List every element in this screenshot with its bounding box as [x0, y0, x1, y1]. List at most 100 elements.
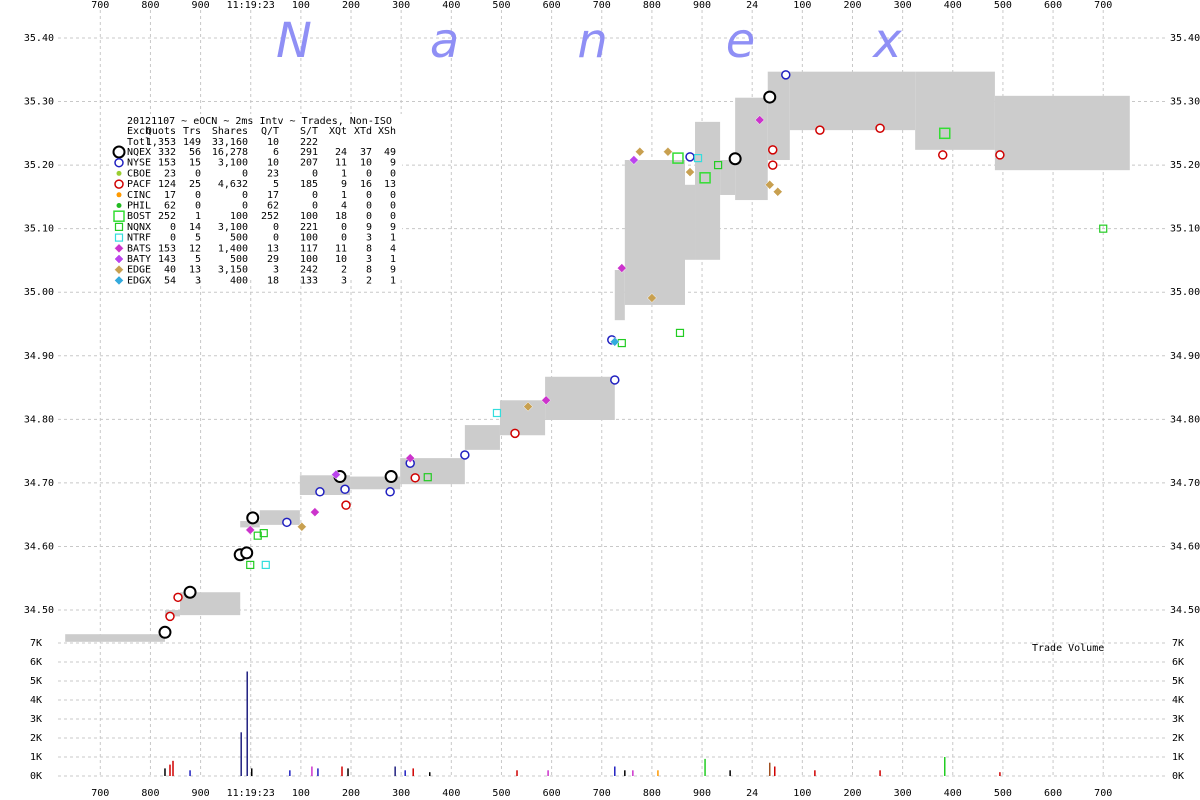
trade-marker	[617, 338, 626, 348]
legend-marker	[112, 145, 126, 159]
y-tick-label: 34.60	[1170, 541, 1200, 552]
x-tick-label: 700	[593, 0, 611, 11]
trade-marker	[713, 160, 723, 170]
table-cell: 1	[341, 168, 347, 179]
table-cell: 0	[195, 190, 201, 201]
legend-label: CINC	[127, 190, 151, 201]
table-cell: 14	[189, 222, 201, 233]
x-tick-label: 200	[342, 0, 360, 11]
table-header: Trs	[183, 126, 201, 137]
legend-marker	[114, 157, 124, 168]
volume-bar	[879, 770, 881, 776]
table-cell: 0	[390, 168, 396, 179]
table-cell: 153	[158, 243, 176, 254]
table-cell: 16	[360, 179, 372, 190]
x-tick-label: 700	[593, 788, 611, 799]
trade-marker	[781, 70, 791, 80]
nbbo-band	[499, 400, 546, 436]
volume-bar	[624, 770, 626, 776]
table-cell: 18	[267, 275, 279, 286]
trade-marker	[331, 469, 341, 480]
table-cell: 40	[164, 265, 176, 276]
y-tick-label: 7K	[30, 638, 42, 649]
table-cell: 4	[390, 243, 396, 254]
volume-bar	[814, 770, 816, 776]
table-cell: 0	[312, 201, 318, 212]
y-tick-label: 34.70	[24, 478, 54, 489]
table-cell: 143	[158, 254, 176, 265]
table-cell: 1,400	[218, 243, 248, 254]
y-tick-label: 35.00	[1170, 287, 1200, 298]
nbbo-band	[789, 71, 916, 131]
table-cell: 252	[158, 211, 176, 222]
table-header: S/T	[300, 126, 318, 137]
x-tick-label: 300	[392, 0, 410, 11]
table-cell: 13	[189, 265, 201, 276]
trade-marker	[523, 401, 533, 412]
table-cell: 332	[158, 147, 176, 158]
x-tick-label: 200	[843, 0, 861, 11]
trade-marker	[939, 127, 951, 140]
table-cell: 0	[366, 168, 372, 179]
trade-marker	[253, 531, 262, 540]
table-cell: 0	[390, 201, 396, 212]
legend-marker	[114, 243, 124, 254]
trade-marker	[685, 152, 695, 162]
trade-marker	[340, 484, 350, 495]
table-cell: 15	[189, 158, 201, 169]
nbbo-band	[180, 592, 241, 616]
legend-label: EDGX	[127, 275, 151, 286]
trade-marker	[635, 146, 645, 157]
table-total: 222	[300, 137, 318, 148]
volume-bar	[189, 770, 191, 776]
table-background	[112, 114, 402, 278]
volume-bar	[289, 770, 291, 776]
trade-marker	[663, 146, 673, 157]
table-cell: 133	[300, 275, 318, 286]
legend-label: NYSE	[127, 158, 151, 169]
table-cell: 3	[273, 265, 279, 276]
trade-marker	[1099, 224, 1108, 233]
x-tick-label: 600	[1044, 0, 1062, 11]
table-cell: 1	[195, 211, 201, 222]
table-cell: 185	[300, 179, 318, 190]
x-tick-label: 800	[643, 0, 661, 11]
table-cell: 8	[366, 243, 372, 254]
trade-marker	[754, 115, 765, 125]
x-tick-label: 700	[91, 788, 109, 799]
volume-bar	[429, 772, 431, 776]
table-total: 149	[183, 137, 201, 148]
y-tick-label: 35.30	[24, 97, 54, 108]
y-tick-label: 7K	[1172, 638, 1184, 649]
trade-marker	[246, 560, 255, 570]
table-cell: 3	[341, 275, 347, 286]
y-tick-label: 6K	[30, 657, 42, 668]
x-tick-label: 600	[543, 788, 561, 799]
volume-bar	[341, 766, 343, 776]
table-cell: 500	[230, 254, 248, 265]
table-cell: 3	[366, 254, 372, 265]
table-cell: 11	[335, 158, 347, 169]
table-cell: 0	[312, 190, 318, 201]
trade-marker	[315, 487, 325, 497]
x-tick-label: 500	[492, 0, 510, 11]
nbbo-band	[65, 634, 165, 642]
trade-marker	[385, 487, 395, 497]
table-total: 1,353	[146, 137, 176, 148]
trade-marker	[699, 172, 711, 184]
y-tick-label: 35.30	[1170, 97, 1200, 108]
x-tick-label: 100	[292, 788, 310, 799]
y-tick-label: 34.50	[1170, 605, 1200, 616]
y-tick-label: 2K	[30, 733, 42, 744]
x-tick-label: 500	[492, 788, 510, 799]
trade-marker	[282, 517, 292, 528]
volume-bar	[246, 671, 248, 776]
trade-marker	[259, 529, 268, 538]
legend-marker	[114, 222, 124, 231]
table-cell: 10	[360, 158, 372, 169]
volume-bar	[632, 770, 634, 776]
nbbo-band	[545, 376, 615, 420]
x-tick-label: 300	[894, 0, 912, 11]
x-tick-label: 200	[843, 788, 861, 799]
